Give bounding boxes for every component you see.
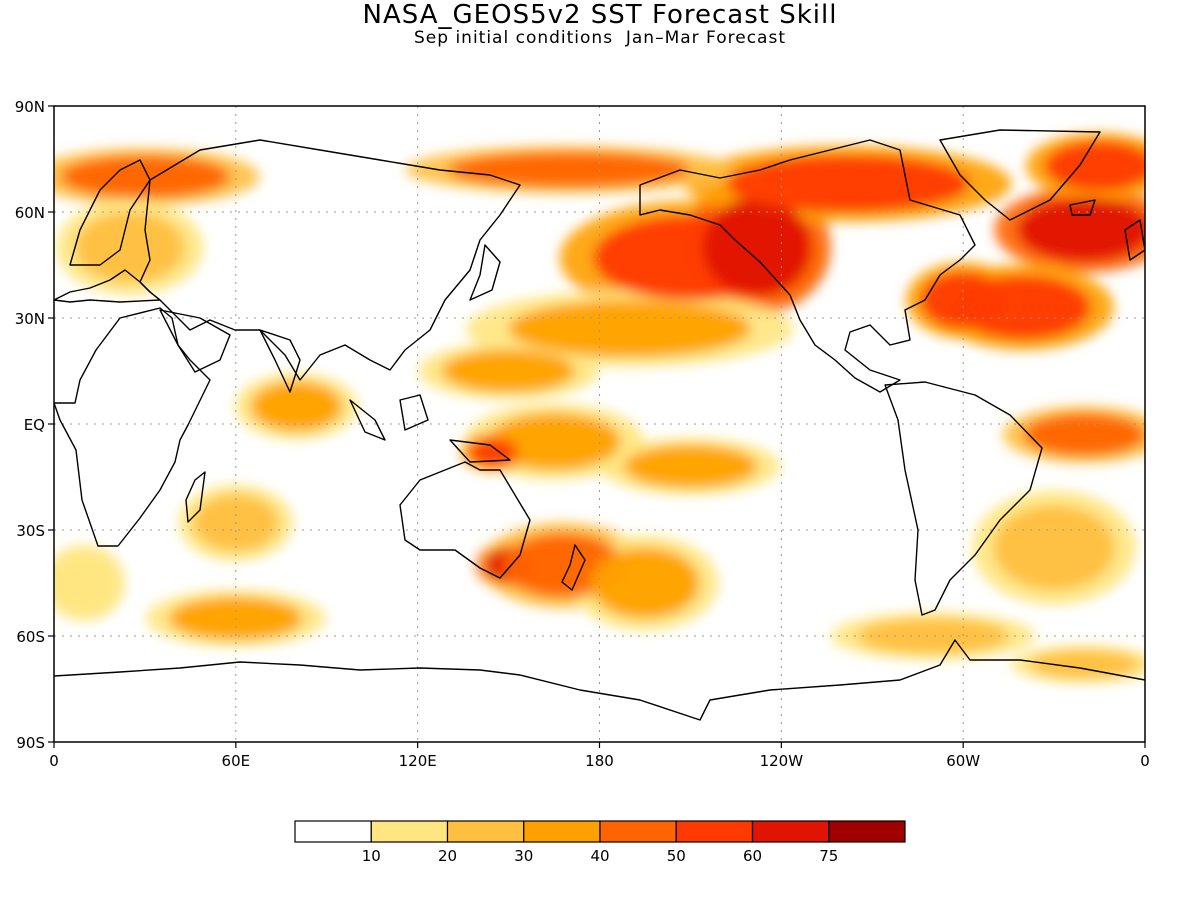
skill-region (469, 438, 518, 467)
colorbar-label: 20 (438, 847, 457, 865)
skill-region (60, 155, 230, 198)
skill-shading-layer (54, 132, 1145, 684)
skill-region (1017, 197, 1145, 262)
skill-region (1045, 141, 1145, 191)
skill-region (726, 155, 970, 212)
skill-region (590, 547, 700, 619)
chart-subtitle: Sep initial conditions Jan–Mar Forecast (414, 28, 786, 48)
colorbar-swatch (446, 820, 525, 843)
lat-tick-label: EQ (24, 416, 45, 434)
coastline-new-guinea (449, 439, 511, 463)
coastline-japan (469, 244, 501, 301)
colorbar-label: 75 (819, 847, 838, 865)
coastline-sumatra (349, 399, 386, 441)
colorbar-label: 10 (362, 847, 381, 865)
coastline-india (259, 329, 301, 393)
lat-tick-label: 90N (15, 98, 45, 116)
lon-tick-label: 120E (399, 752, 437, 770)
coastline-greenland (939, 129, 1101, 221)
colorbar-swatch (523, 820, 601, 843)
coastline-south-america (884, 381, 1043, 616)
skill-region (920, 272, 1006, 329)
skill-region (447, 151, 691, 188)
lon-tick-label: 180 (585, 752, 614, 770)
chart-title: NASA_GEOS5v2 SST Forecast Skill (362, 0, 838, 30)
grid-lines (54, 106, 1145, 742)
colorbar-label: 60 (743, 847, 762, 865)
colorbar-label: 40 (590, 847, 609, 865)
coastlines (54, 129, 1145, 721)
coastline-new-zealand (561, 544, 586, 591)
skill-region (857, 618, 1009, 654)
skill-region (702, 197, 812, 297)
skill-region (993, 505, 1115, 591)
skill-region (623, 445, 758, 488)
colorbar-swatch (599, 820, 677, 843)
colorbar: 10 20 30 40 50 60 75 (294, 820, 906, 865)
coastline-antarctica (54, 639, 1145, 721)
colorbar-swatch (370, 820, 449, 843)
coastline-borneo (399, 394, 429, 431)
lat-tick-label: 90S (16, 734, 45, 752)
skill-region (250, 381, 342, 432)
lat-tick-label: 60N (15, 204, 45, 222)
lon-tick-label: 60E (222, 752, 251, 770)
lat-tick-label: 60S (16, 628, 45, 646)
skill-region (75, 212, 185, 283)
skill-region (487, 413, 621, 470)
colorbar-swatch (751, 820, 830, 843)
lat-tick-label: 30S (16, 522, 45, 540)
skill-region (508, 300, 752, 357)
skill-region (1029, 650, 1139, 679)
coastline-africa (54, 307, 211, 547)
colorbar-label: 50 (667, 847, 686, 865)
plot-area (54, 106, 1145, 742)
lon-tick-label: 0 (49, 752, 59, 770)
coastline-iceland (1069, 199, 1096, 216)
coastline-north-america (639, 139, 976, 393)
coastline-arabia (159, 309, 231, 373)
lat-tick-label: 30N (15, 310, 45, 328)
lon-tick-label: 60W (946, 752, 980, 770)
coastline-scandinavia (69, 159, 151, 266)
colorbar-label: 30 (514, 847, 533, 865)
colorbar-swatch (294, 820, 372, 843)
coastline-asia (139, 139, 521, 381)
coastline-australia (399, 461, 531, 579)
skill-region (54, 554, 115, 612)
colorbar-swatch (828, 820, 906, 843)
coastline-madagascar (185, 471, 206, 523)
coastline-britain (1124, 219, 1145, 261)
skill-region (441, 349, 576, 393)
lon-tick-label: 0 (1140, 752, 1150, 770)
colorbar-swatch (675, 820, 754, 843)
lon-tick-label: 120W (760, 752, 804, 770)
